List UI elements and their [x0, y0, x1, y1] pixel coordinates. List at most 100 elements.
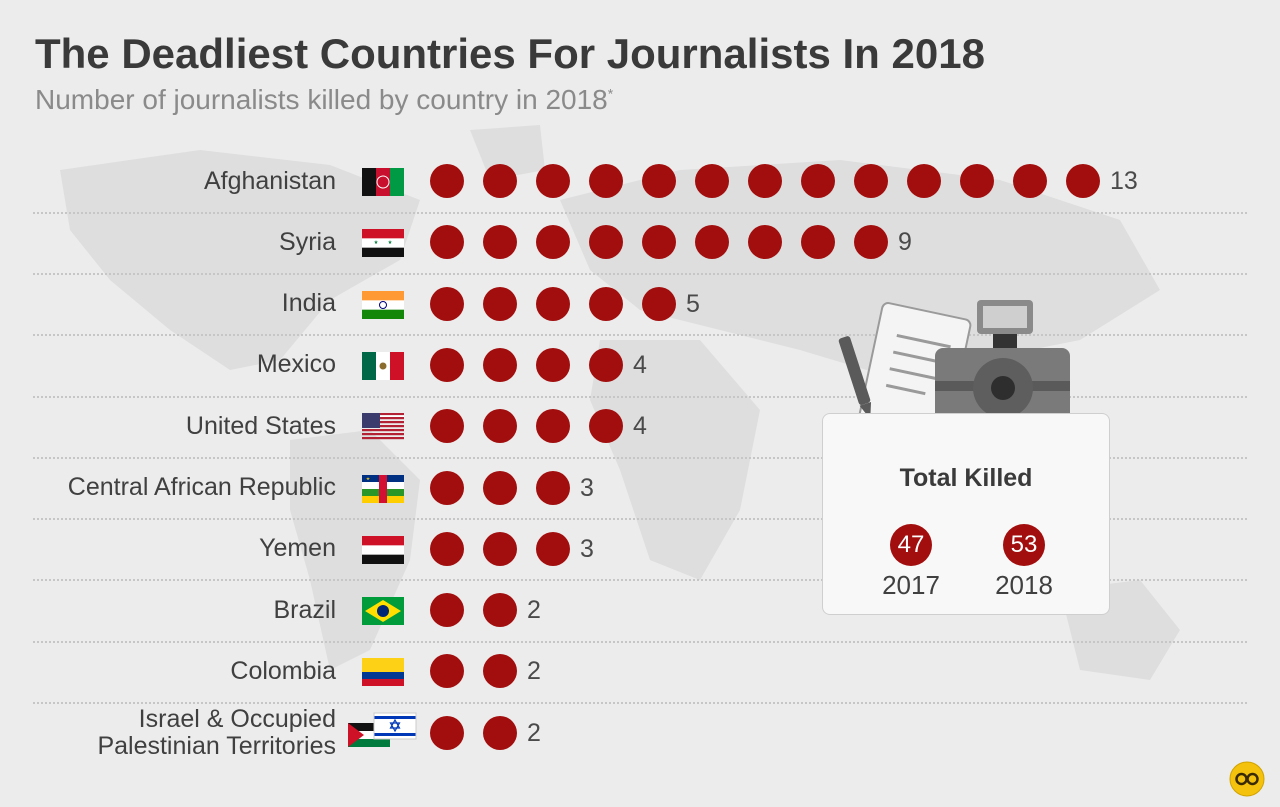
journalist-dot	[430, 409, 464, 444]
subtitle-text: Number of journalists killed by country …	[35, 84, 608, 115]
value-label: 13	[1110, 167, 1138, 195]
journalist-dot	[642, 225, 676, 260]
journalist-dot	[748, 225, 782, 260]
journalist-dot	[536, 225, 570, 260]
journalist-dot	[589, 347, 623, 382]
chart-row: Colombia 2	[0, 651, 1280, 691]
journalist-dot	[483, 164, 517, 198]
journalist-dot	[483, 347, 517, 382]
journalist-dot	[430, 164, 464, 198]
journalist-dot	[589, 409, 623, 444]
journalist-dot	[483, 225, 517, 260]
value-label: 4	[633, 350, 647, 379]
chart-row: Brazil 2	[0, 590, 1280, 630]
year-2018-label: 2018	[995, 570, 1053, 600]
syria-flag-icon	[362, 229, 404, 258]
chart-subtitle: Number of journalists killed by country …	[35, 84, 613, 116]
total-2017-badge: 47	[890, 524, 932, 566]
chart-row: Israel & Occupied Palestinian Territories…	[0, 704, 1280, 760]
journalist-dot	[589, 286, 623, 321]
journalist-dot	[854, 164, 888, 198]
journalist-dot	[854, 225, 888, 260]
journalist-dot	[801, 225, 835, 260]
journalist-dot	[536, 470, 570, 505]
country-label: India	[281, 289, 336, 318]
journalist-dot	[430, 593, 464, 628]
country-label: Colombia	[230, 656, 336, 685]
journalist-dot	[536, 286, 570, 321]
country-label: Brazil	[273, 595, 336, 624]
row-separator	[33, 334, 1247, 337]
journalist-dot	[536, 531, 570, 566]
chart-row: Mexico 4	[0, 345, 1280, 385]
value-label: 5	[686, 289, 700, 318]
journalist-dot	[1013, 164, 1047, 198]
camera-notepad-pen-icon	[838, 300, 1070, 438]
country-label: Yemen	[259, 534, 336, 563]
car-flag-icon	[362, 474, 404, 503]
row-separator	[33, 395, 1247, 398]
journalist-dot	[589, 225, 623, 260]
row-separator	[33, 579, 1247, 582]
country-label: Mexico	[256, 350, 336, 379]
row-separator	[33, 702, 1247, 705]
country-label: United States	[185, 411, 336, 440]
journalist-dot	[483, 715, 517, 750]
chart-title: The Deadliest Countries For Journalists …	[35, 30, 985, 77]
journalist-dot	[589, 164, 623, 198]
chart-row: United States 4	[0, 406, 1280, 446]
journalist-dot	[483, 470, 517, 505]
country-label: Afghanistan	[203, 166, 336, 195]
journalist-dot	[536, 347, 570, 382]
journalist-dot	[907, 164, 941, 198]
value-label: 4	[633, 412, 647, 441]
mexico-flag-icon	[362, 351, 404, 380]
chart-row: Yemen 3	[0, 529, 1280, 569]
colombia-flag-icon	[362, 658, 404, 687]
journalist-dot	[483, 286, 517, 321]
value-label: 2	[527, 718, 541, 747]
journalist-dot	[483, 409, 517, 444]
chart-row: Syria 9	[0, 222, 1280, 262]
value-label: 2	[527, 657, 541, 686]
row-separator	[33, 456, 1247, 459]
journalist-dot	[536, 409, 570, 444]
journalist-dot	[483, 654, 517, 689]
journalist-dot	[430, 654, 464, 689]
chart-row: India 5	[0, 284, 1280, 324]
country-label: Syria	[279, 227, 336, 256]
yemen-flag-icon	[362, 535, 404, 564]
total-killed-card: Total Killed 47 2017 53 2018	[822, 413, 1110, 615]
india-flag-icon	[362, 290, 404, 319]
journalist-dot	[1066, 164, 1100, 198]
usa-flag-icon	[362, 413, 404, 440]
value-label: 3	[580, 473, 594, 502]
country-label: Israel & Occupied Palestinian Territories	[97, 704, 336, 760]
chart-row: Afghanistan 13	[0, 161, 1280, 201]
journalist-dot	[483, 531, 517, 566]
row-separator	[33, 640, 1247, 643]
value-label: 2	[527, 596, 541, 625]
israel-palestine-flags-icon	[348, 712, 417, 747]
journalist-dot	[430, 715, 464, 750]
value-label: 3	[580, 534, 594, 563]
chart-row: Central African Republic 3	[0, 468, 1280, 508]
journalist-dot	[642, 286, 676, 321]
row-separator	[33, 211, 1247, 214]
statista-logo-icon[interactable]	[1229, 761, 1265, 797]
year-2017-label: 2017	[882, 570, 940, 600]
journalist-dot	[536, 164, 570, 198]
journalist-dot	[801, 164, 835, 198]
journalist-dot	[695, 164, 729, 198]
journalist-dot	[430, 347, 464, 382]
journalist-dot	[483, 593, 517, 628]
journalist-dot	[960, 164, 994, 198]
journalist-dot	[430, 470, 464, 505]
subtitle-footnote-mark: *	[607, 85, 614, 102]
row-separator	[33, 518, 1247, 521]
afghanistan-flag-icon	[362, 168, 404, 196]
total-2018-badge: 53	[1003, 524, 1045, 566]
country-label: Central African Republic	[67, 473, 336, 501]
brazil-flag-icon	[362, 597, 404, 626]
